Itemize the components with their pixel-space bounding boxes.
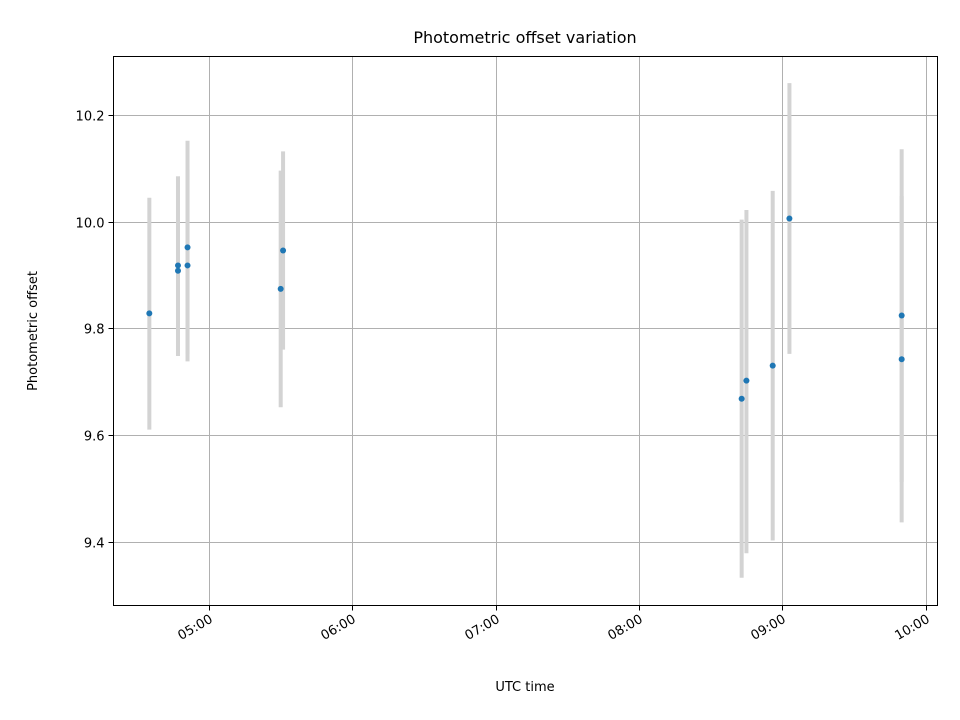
x-tick-label: 06:00 [319,612,359,644]
error-bars [147,83,904,578]
y-tick-label: 9.6 [84,430,105,445]
x-tick-label: 09:00 [749,612,789,644]
data-point [184,262,191,269]
plot-frame [113,56,938,606]
data-point [743,377,750,384]
data-point [280,247,287,254]
data-point [786,215,793,222]
data-point [174,267,181,274]
data-point [769,362,776,369]
x-tick-label: 05:00 [176,612,216,644]
axis-ticks: 05:00 06:00 07:00 08:00 09:00 10:00 9.4 9.6 9.8 1… [76,110,933,644]
y-tick-label: 10.0 [76,217,105,232]
data-point [738,395,745,402]
y-tick-label: 10.2 [76,110,105,125]
y-tick-label: 9.8 [84,323,105,338]
data-point [146,310,153,317]
x-tick-label: 10:00 [893,612,933,644]
chart-title: Photometric offset variation [413,28,636,47]
x-tick-label: 07:00 [463,612,503,644]
data-point [184,244,191,251]
data-point [174,262,181,269]
x-axis-label: UTC time [495,680,554,695]
y-tick-label: 9.4 [84,537,105,552]
x-tick-label: 08:00 [606,612,646,644]
grid [113,56,938,606]
data-point [898,356,905,363]
data-point [277,285,284,292]
data-point [898,312,905,319]
data-points [146,215,905,402]
y-axis-label: Photometric offset [26,271,41,391]
